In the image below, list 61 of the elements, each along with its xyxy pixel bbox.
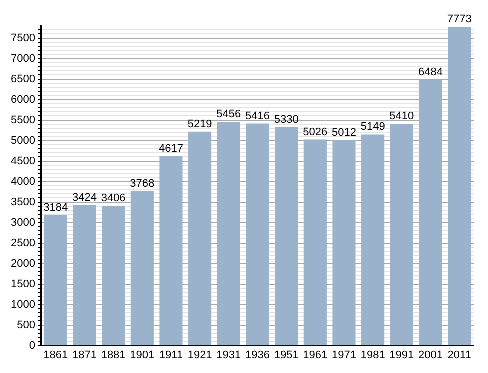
data-label: 3768	[130, 178, 155, 190]
bar	[362, 134, 385, 346]
y-tick-label: 4500	[10, 155, 36, 168]
bar	[390, 124, 414, 346]
data-label: 5012	[332, 126, 356, 139]
y-tick-label: 2500	[10, 237, 36, 250]
x-tick-label: 1951	[274, 349, 299, 362]
bar	[44, 215, 68, 346]
data-label: 7773	[447, 14, 472, 26]
data-label: 3406	[101, 192, 126, 205]
x-tick-label: 1931	[216, 349, 242, 362]
x-tick-label: 2001	[418, 349, 443, 362]
data-label: 5219	[188, 118, 212, 130]
x-tick-label: 1961	[303, 349, 328, 362]
data-label: 3424	[72, 192, 97, 204]
bar	[130, 191, 154, 346]
x-tick-label: 1981	[360, 349, 386, 362]
bar	[275, 127, 298, 346]
y-tick-label: 6000	[10, 94, 36, 106]
x-tick-label: 1881	[101, 349, 126, 362]
y-tick-label: 5000	[10, 134, 36, 147]
y-tick-label: 7000	[10, 52, 36, 65]
x-tick-label: 1861	[44, 349, 68, 362]
bar	[102, 206, 126, 346]
y-tick-label: 1000	[10, 298, 36, 311]
x-tick-label: 2011	[448, 349, 472, 362]
y-tick-label: 1500	[10, 278, 36, 290]
data-label: 5026	[303, 126, 328, 138]
x-tick-label: 1901	[130, 349, 155, 362]
data-label: 3184	[44, 202, 68, 214]
x-tick-label: 1911	[159, 349, 184, 362]
x-tick-label: 1991	[390, 349, 414, 362]
bar	[419, 80, 442, 346]
x-tick-label: 1936	[245, 349, 270, 362]
y-tick-label: 3500	[10, 196, 36, 208]
data-label: 5410	[390, 110, 414, 123]
bar	[448, 27, 472, 346]
bar	[332, 140, 356, 346]
x-tick-label: 1921	[188, 349, 212, 362]
y-tick-label: 3000	[10, 216, 36, 229]
data-label: 5456	[216, 108, 242, 121]
data-label: 5330	[274, 114, 299, 126]
y-tick-label: 0	[29, 340, 36, 352]
y-tick-label: 7500	[10, 32, 36, 44]
bar	[160, 156, 183, 346]
x-tick-label: 1971	[332, 349, 356, 362]
bar	[304, 140, 327, 346]
y-tick-label: 4000	[10, 176, 36, 188]
y-tick-label: 6500	[10, 73, 36, 86]
data-label: 5149	[360, 121, 386, 134]
y-tick-label: 5500	[10, 114, 36, 126]
data-label: 6484	[418, 66, 443, 78]
bar	[188, 132, 212, 346]
data-label: 5416	[245, 110, 270, 122]
bar	[73, 205, 96, 346]
y-tick-label: 2000	[10, 258, 36, 270]
y-tick-label: 500	[17, 319, 36, 332]
data-label: 4617	[158, 143, 184, 156]
x-tick-label: 1871	[72, 349, 97, 362]
bar	[246, 124, 270, 346]
bar	[217, 122, 240, 346]
